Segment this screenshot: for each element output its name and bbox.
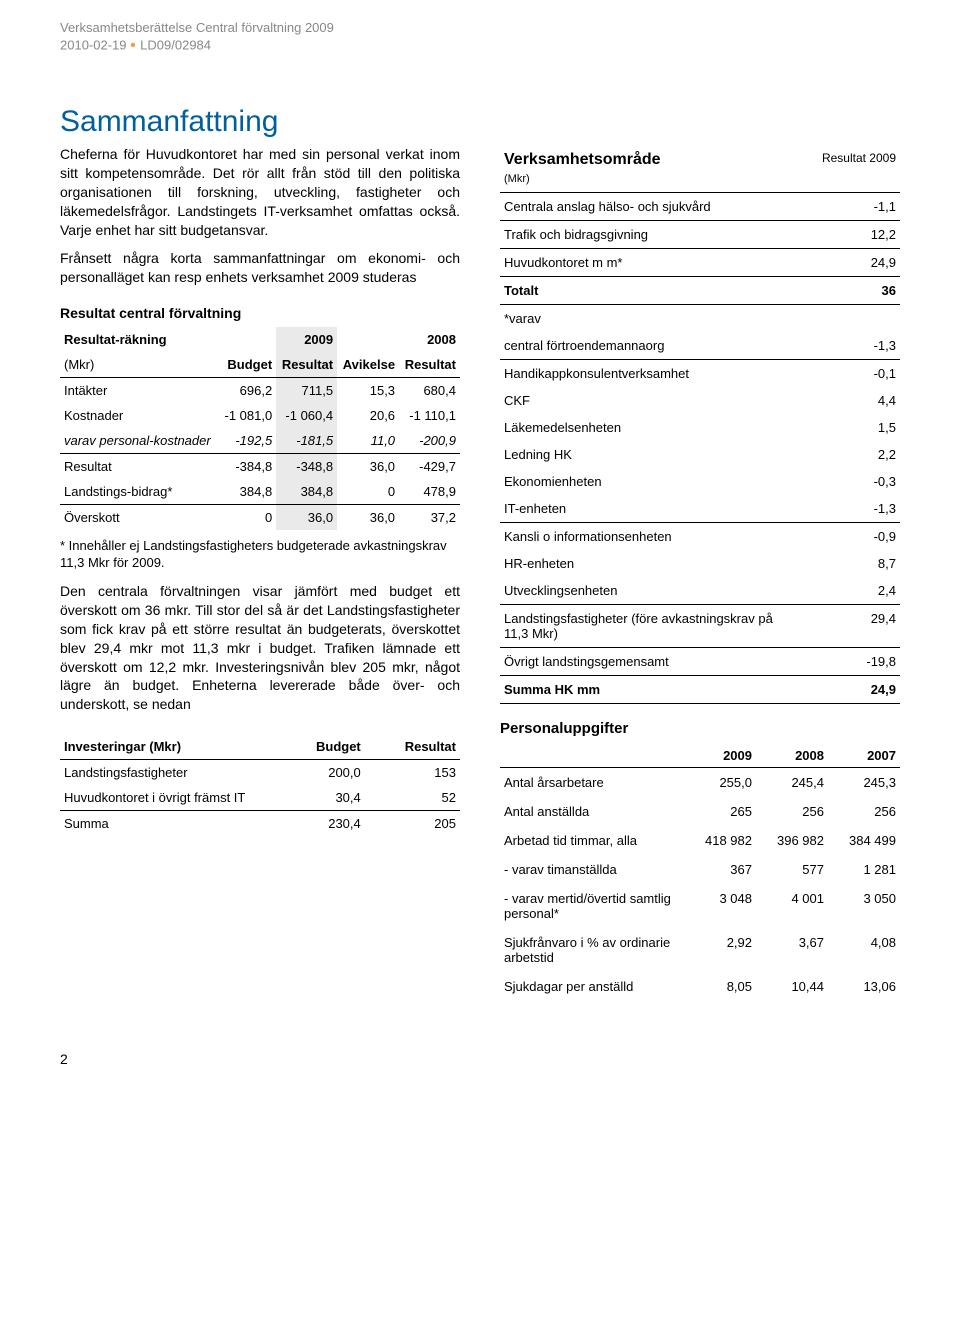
header-ref: LD09/02984 — [140, 37, 211, 52]
verksamhetsomrade-table: Verksamhetsområde (Mkr) Resultat 2009 Ce… — [500, 145, 900, 704]
t1-h1: 2009 — [276, 327, 337, 352]
table-row: varav personal-kostnader-192,5-181,511,0… — [60, 428, 460, 454]
header-line-1: Verksamhetsberättelse Central förvaltnin… — [60, 20, 900, 35]
investeringar-table: Investeringar (Mkr) Budget Resultat Land… — [60, 734, 460, 836]
table-row: Sjukdagar per anställd8,0510,4413,06 — [500, 972, 900, 1001]
right-column: Verksamhetsområde (Mkr) Resultat 2009 Ce… — [500, 145, 900, 1001]
personal-heading: Personaluppgifter — [500, 720, 900, 737]
intro-para-1: Cheferna för Huvudkontoret har med sin p… — [60, 145, 460, 239]
table-row: Landstings-bidrag*384,8384,80478,9 — [60, 479, 460, 505]
table-row: Totalt36 — [500, 277, 900, 305]
table-row: Övrigt landstingsgemensamt-19,8 — [500, 648, 900, 676]
resultat-heading: Resultat central förvaltning — [60, 305, 460, 321]
table-row: Trafik och bidragsgivning12,2 — [500, 221, 900, 249]
t2-h0: Verksamhetsområde (Mkr) — [500, 145, 780, 193]
table-row: Överskott036,036,037,2 — [60, 505, 460, 531]
tinv-h1: Budget — [280, 734, 365, 760]
table-row: *varav — [500, 305, 900, 333]
table-row: Summa230,4205 — [60, 811, 460, 837]
personal-table: 2009 2008 2007 Antal årsarbetare255,0245… — [500, 743, 900, 1001]
table-row: IT-enheten-1,3 — [500, 495, 900, 523]
t1-h2: 2008 — [399, 327, 460, 352]
para-3: Den centrala förvaltningen visar jämfört… — [60, 582, 460, 714]
table-row: Intäkter696,2711,515,3680,4 — [60, 378, 460, 404]
table-row: Kostnader-1 081,0-1 060,420,6-1 110,1 — [60, 403, 460, 428]
t3-h3: 2007 — [828, 743, 900, 768]
t1-h0: Resultat-räkning — [60, 327, 219, 352]
table-row: Sjukfrånvaro i % av ordinarie arbetstid2… — [500, 928, 900, 972]
table-row: Ledning HK2,2 — [500, 441, 900, 468]
bullet-icon: • — [130, 37, 140, 54]
tinv-h2: Resultat — [365, 734, 460, 760]
table-row: Handikappkonsulentverksamhet-0,1 — [500, 360, 900, 388]
left-column: Cheferna för Huvudkontoret har med sin p… — [60, 145, 460, 1001]
table-row: Antal anställda265256256 — [500, 797, 900, 826]
page-number: 2 — [60, 1051, 900, 1067]
t1-sub-resultat2: Resultat — [399, 352, 460, 378]
intro-para-2: Frånsett några korta sammanfattningar om… — [60, 249, 460, 287]
page-title: Sammanfattning — [60, 105, 900, 139]
table-row: CKF4,4 — [500, 387, 900, 414]
table-row: Ekonomienheten-0,3 — [500, 468, 900, 495]
tinv-h0: Investeringar (Mkr) — [60, 734, 280, 760]
t1-sub-mkr: (Mkr) — [60, 352, 219, 378]
table-row: - varav mertid/övertid samtlig personal*… — [500, 884, 900, 928]
table-row: Läkemedelsenheten1,5 — [500, 414, 900, 441]
table-row: Huvudkontoret m m*24,9 — [500, 249, 900, 277]
resultat-table: Resultat-räkning 2009 2008 (Mkr) Budget … — [60, 327, 460, 530]
t2-h1: Resultat 2009 — [780, 145, 900, 193]
header-date: 2010-02-19 — [60, 37, 127, 52]
t1-sub-avikelse: Avikelse — [337, 352, 399, 378]
t1-sub-budget: Budget — [219, 352, 276, 378]
table-row: Arbetad tid timmar, alla418 982396 98238… — [500, 826, 900, 855]
table-row: Resultat-384,8-348,836,0-429,7 — [60, 454, 460, 480]
header-line-2: 2010-02-19 • LD09/02984 — [60, 37, 900, 55]
table-row: Landstingsfastigheter200,0153 — [60, 760, 460, 786]
t3-h1: 2009 — [684, 743, 756, 768]
table-row: Kansli o informationsenheten-0,9 — [500, 523, 900, 551]
footnote-1: * Innehåller ej Landstingsfastigheters b… — [60, 538, 460, 572]
table-row: Huvudkontoret i övrigt främst IT30,452 — [60, 785, 460, 811]
table-row: Centrala anslag hälso- och sjukvård-1,1 — [500, 193, 900, 221]
table-row: Summa HK mm24,9 — [500, 676, 900, 704]
table-row: Antal årsarbetare255,0245,4245,3 — [500, 768, 900, 798]
table-row: Landstingsfastigheter (före avkastningsk… — [500, 605, 900, 648]
t3-h2: 2008 — [756, 743, 828, 768]
table-row: Utvecklingsenheten2,4 — [500, 577, 900, 605]
table-row: central förtroendemannaorg-1,3 — [500, 332, 900, 360]
table-row: - varav timanställda3675771 281 — [500, 855, 900, 884]
t1-sub-resultat: Resultat — [276, 352, 337, 378]
table-row: HR-enheten8,7 — [500, 550, 900, 577]
